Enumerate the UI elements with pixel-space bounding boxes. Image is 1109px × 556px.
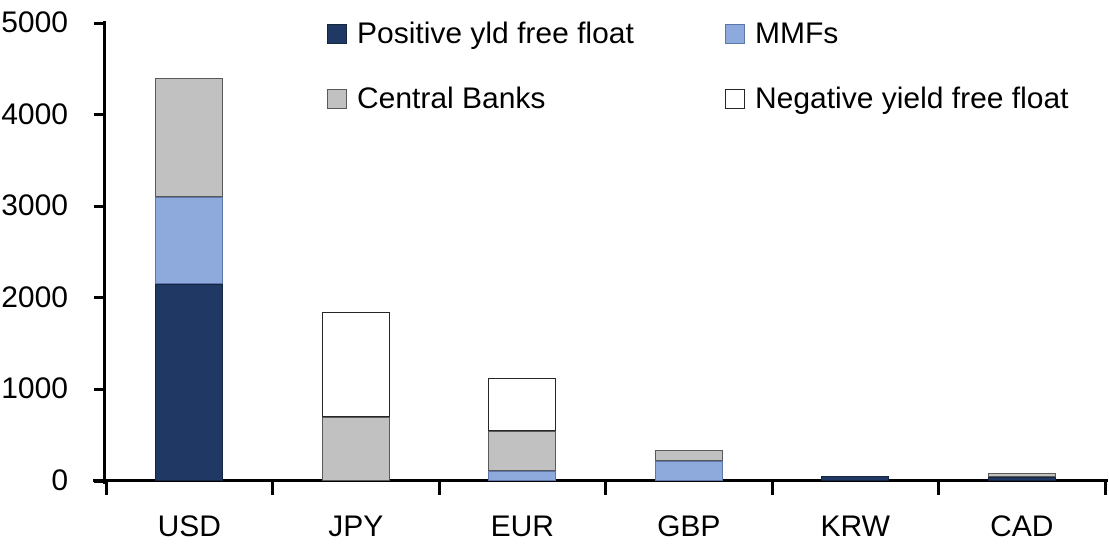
legend-swatch-mmfs [725, 24, 745, 44]
bar-segment-cad-central-banks [987, 472, 1056, 477]
category-label-krw: KRW [820, 510, 890, 543]
y-tick [94, 296, 103, 300]
category-label-gbp: GBP [657, 510, 721, 543]
legend-label-negative-yield-free-float: Negative yield free float [755, 82, 1069, 115]
legend-swatch-central-banks [327, 89, 347, 109]
x-tick [1103, 482, 1107, 495]
legend-item-positive-yld-free-float: Positive yld free float [327, 17, 634, 50]
category-label-usd: USD [157, 510, 221, 543]
x-tick [437, 482, 441, 495]
bar-segment-gbp-mmfs [654, 460, 723, 481]
y-tick [94, 479, 103, 483]
y-tick-label: 1000 [1, 372, 68, 406]
category-label-eur: EUR [490, 510, 554, 543]
bar-segment-jpy-negative-yield-free-float [321, 311, 390, 417]
y-tick-label: 0 [51, 464, 68, 497]
x-tick [604, 482, 607, 495]
y-tick-label: 5000 [1, 6, 68, 39]
legend-item-mmfs: MMFs [725, 17, 839, 50]
legend-label-mmfs: MMFs [755, 17, 839, 50]
bar-segment-krw-positive-yld-free-float [821, 476, 890, 481]
y-tick-label: 4000 [1, 97, 68, 131]
legend-label-positive-yld-free-float: Positive yld free float [357, 17, 634, 50]
y-tick-label: 3000 [1, 189, 68, 223]
x-tick [271, 482, 274, 495]
x-tick [937, 482, 940, 495]
y-tick [94, 113, 103, 117]
bar-segment-eur-negative-yield-free-float [488, 378, 557, 431]
category-label-jpy: JPY [328, 510, 384, 543]
x-tick [104, 482, 108, 495]
bar-segment-usd-mmfs [155, 197, 224, 285]
y-tick [94, 21, 103, 25]
y-tick [94, 204, 103, 208]
legend-item-negative-yield-free-float: Negative yield free float [725, 82, 1069, 115]
bar-segment-cad-positive-yld-free-float [987, 476, 1056, 481]
bar-segment-jpy-central-banks [321, 416, 390, 481]
bar-segment-eur-mmfs [488, 470, 557, 481]
bar-segment-usd-central-banks [155, 77, 224, 198]
legend-item-central-banks: Central Banks [327, 82, 546, 115]
x-tick [770, 482, 774, 495]
y-tick-label: 2000 [1, 280, 68, 314]
x-axis [93, 479, 1108, 482]
legend-swatch-positive-yld-free-float [327, 24, 347, 44]
legend-label-central-banks: Central Banks [357, 82, 546, 115]
bar-segment-eur-central-banks [488, 430, 557, 471]
bar-segment-usd-positive-yld-free-float [155, 284, 224, 481]
y-axis [103, 21, 106, 484]
y-tick [94, 387, 103, 391]
category-label-cad: CAD [990, 510, 1054, 543]
legend-swatch-negative-yield-free-float [725, 89, 745, 109]
bar-segment-gbp-central-banks [654, 449, 723, 461]
